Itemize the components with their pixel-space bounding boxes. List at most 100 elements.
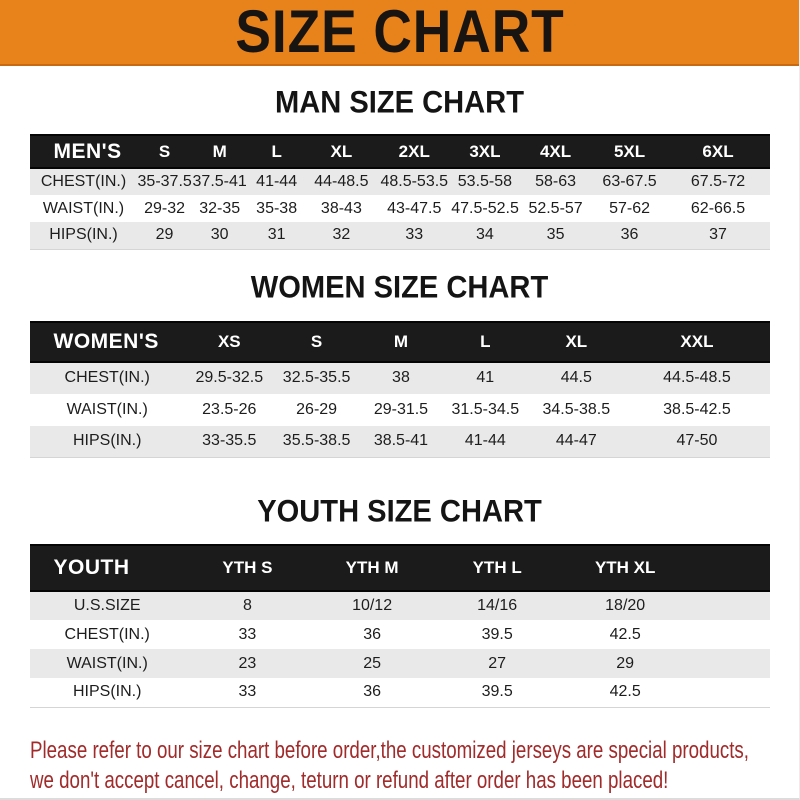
table-group-label: MEN'S (29, 134, 138, 169)
size-value-cell: 36 (620, 226, 639, 244)
measurement-row: CHEST(IN.) 29.5-32.5 32.5-35.5 38 41 44.5 44.5… (29, 361, 770, 394)
size-value-cell: 48.5-53.5 (380, 173, 449, 190)
size-column-header: XL (528, 320, 625, 363)
size-value-cell: 32 (332, 226, 351, 244)
size-column-header: YTH M (309, 544, 435, 592)
measurement-row-label: U.S.SIZE (73, 597, 141, 614)
size-column-header: L (442, 320, 529, 363)
size-value-cell: 57-62 (609, 199, 651, 217)
size-value-cell: 29 (616, 654, 635, 672)
size-value-cell: 25 (363, 654, 381, 672)
size-column-header: 2XL (377, 134, 452, 169)
size-value-cell: 23.5-26 (202, 400, 257, 418)
size-value-cell: 32-35 (199, 199, 241, 217)
size-value-cell: 47-50 (676, 432, 718, 450)
size-value-cell: 37.5-41 (192, 173, 247, 190)
size-value-cell: 62-66.5 (690, 199, 746, 217)
size-value-cell: 29.5-32.5 (195, 369, 264, 386)
size-value-cell: 35 (546, 226, 565, 244)
size-value-cell: 42.5 (609, 625, 641, 643)
size-value-cell: 34.5-38.5 (542, 400, 611, 418)
size-column-header: XS (184, 320, 274, 363)
size-value-cell: 41 (476, 369, 495, 386)
size-value-cell: 58-63 (535, 173, 577, 190)
header-spacer-cell (690, 544, 770, 592)
size-column-header: M (359, 320, 443, 363)
measurement-row-label: CHEST(IN.) (40, 173, 127, 190)
size-value-cell: 36 (363, 683, 381, 701)
size-value-cell: 35-38 (256, 199, 298, 217)
size-value-cell: 29-31.5 (373, 400, 429, 418)
size-column-header: XXL (624, 320, 770, 363)
size-value-cell: 38-43 (320, 199, 362, 217)
measurement-row-label: CHEST(IN.) (64, 625, 150, 643)
size-value-cell: 33 (238, 625, 257, 643)
size-column-header: 4XL (518, 134, 593, 169)
size-column-header: YTH L (434, 544, 561, 592)
size-value-cell: 37 (709, 226, 727, 244)
size-column-header: 5XL (592, 134, 667, 169)
measurement-row-label: WAIST(IN.) (42, 199, 125, 217)
row-spacer-cell (690, 678, 769, 707)
size-value-cell: 33 (405, 226, 424, 244)
men-size-table: MEN'S S M L XL 2XL 3XL 4XL 5XL 6XL CHEST(IN.) 35-37… (29, 134, 770, 250)
size-value-cell: 38.5-42.5 (663, 400, 731, 418)
table-group-label: YOUTH (29, 544, 185, 592)
men-section-title: MAN SIZE CHART (275, 85, 524, 120)
size-value-cell: 34 (476, 226, 494, 244)
table-group-label: WOMEN'S (29, 320, 185, 363)
size-value-cell: 39.5 (481, 683, 513, 701)
row-spacer-cell (690, 649, 769, 678)
size-value-cell: 23 (238, 654, 257, 672)
measurement-row: CHEST(IN.) 35-37.5 37.5-41 41-44 44-48.5 48.5… (29, 168, 770, 195)
measurement-row: HIPS(IN.) 33-35.5 35.5-38.5 38.5-41 41-44 44-… (29, 425, 770, 458)
size-value-cell: 29-32 (144, 199, 185, 217)
measurement-row-label: HIPS(IN.) (49, 226, 118, 244)
size-value-cell: 8 (242, 597, 252, 614)
size-value-cell: 52.5-57 (528, 199, 583, 217)
size-value-cell: 43-47.5 (387, 199, 442, 217)
size-value-cell: 18/20 (605, 597, 646, 614)
measurement-row: CHEST(IN.) 33 36 39.5 42.5 (30, 620, 770, 649)
size-column-header: XL (305, 134, 378, 169)
size-column-header: 6XL (666, 134, 770, 169)
size-value-cell: 67.5-72 (690, 173, 746, 190)
banner-title: SIZE CHART (234, 0, 565, 66)
size-value-cell: 31.5-34.5 (451, 400, 520, 418)
size-header-row: MEN'S S M L XL 2XL 3XL 4XL 5XL 6XL (29, 134, 770, 169)
size-value-cell: 10/12 (352, 597, 393, 614)
measurement-row-label: WAIST(IN.) (66, 400, 148, 418)
row-spacer-cell (690, 591, 769, 620)
size-value-cell: 29 (155, 226, 174, 244)
size-value-cell: 44.5-48.5 (663, 369, 731, 386)
measurement-row-label: HIPS(IN.) (72, 432, 142, 450)
size-value-cell: 36 (363, 625, 381, 643)
measurement-row-label: HIPS(IN.) (72, 683, 142, 701)
size-column-header: S (273, 320, 360, 363)
size-column-header: YTH XL (560, 544, 691, 592)
section-youth-size-chart: YOUTH SIZE CHART YOUTH YTH S YTH M YTH L YTH… (0, 494, 799, 708)
footer-line-2: we don't accept cancel, change, teturn o… (30, 766, 669, 794)
size-value-cell: 44.5 (560, 369, 592, 386)
youth-size-table: YOUTH YTH S YTH M YTH L YTH XL U.S.SIZE 8 10/12… (29, 544, 770, 708)
measurement-row: WAIST(IN.) 23.5-26 26-29 29-31.5 31.5-34.5 34… (30, 394, 770, 426)
size-value-cell: 39.5 (481, 625, 513, 643)
size-column-header: YTH S (184, 544, 310, 592)
size-value-cell: 53.5-58 (457, 173, 513, 190)
women-size-table: WOMEN'S XS S M L XL XXL CHEST(IN.) 29.5-32.5 32.5… (29, 320, 770, 458)
size-value-cell: 38.5-41 (373, 432, 429, 450)
size-value-cell: 32.5-35.5 (282, 369, 351, 386)
size-value-cell: 42.5 (609, 683, 641, 701)
measurement-row-label: CHEST(IN.) (64, 369, 150, 386)
size-value-cell: 38 (392, 369, 410, 386)
size-value-cell: 63-67.5 (602, 173, 657, 190)
size-column-header: L (247, 134, 306, 169)
size-value-cell: 14/16 (477, 597, 518, 614)
size-value-cell: 44-48.5 (314, 173, 369, 190)
size-value-cell: 41-44 (256, 173, 298, 190)
measurement-row: WAIST(IN.) 23 25 27 29 (29, 649, 770, 678)
size-value-cell: 35.5-38.5 (282, 432, 351, 450)
measurement-row: HIPS(IN.) 29 30 31 32 33 34 35 36 37 (29, 222, 770, 249)
footer-line-1: Please refer to our size chart before or… (30, 736, 750, 764)
